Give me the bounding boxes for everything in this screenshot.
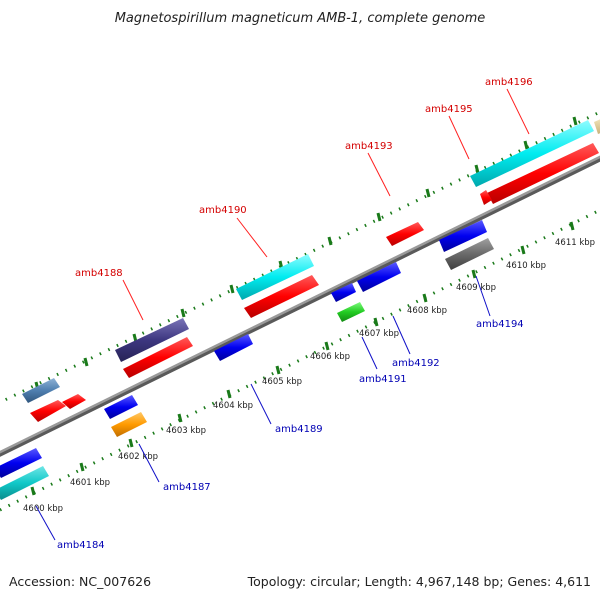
- gray-feature-amb4194[interactable]: [445, 238, 494, 270]
- red-arrow-amb4188[interactable]: [123, 337, 193, 378]
- outer-tick-track: [0, 110, 600, 404]
- kbp-label: 4608 kbp: [407, 306, 447, 316]
- gene-label-amb4188[interactable]: amb4188: [75, 268, 123, 279]
- accession-text: Accession: NC_007626: [9, 574, 151, 589]
- kbp-scale: 4600 kbp 4601 kbp 4602 kbp 4603 kbp 4604…: [23, 238, 595, 514]
- kbp-label: 4607 kbp: [359, 329, 399, 339]
- genome-backbone: [0, 155, 600, 454]
- kbp-label: 4603 kbp: [166, 426, 206, 436]
- gene-label-amb4190[interactable]: amb4190: [199, 205, 247, 216]
- green-feature-amb4191[interactable]: [337, 302, 365, 322]
- red-arrow-4601b[interactable]: [62, 394, 86, 409]
- gene-label-amb4184[interactable]: amb4184: [57, 540, 105, 551]
- blue-arrow-amb4191[interactable]: [331, 283, 356, 302]
- navy-feature-amb4188[interactable]: [115, 318, 189, 362]
- gene-label-amb4191[interactable]: amb4191: [359, 374, 407, 385]
- blue-arrow-amb4189[interactable]: [214, 334, 253, 361]
- gene-label-amb4195[interactable]: amb4195: [425, 104, 473, 115]
- gene-label-amb4189[interactable]: amb4189: [275, 424, 323, 435]
- tan-feature-edge[interactable]: [594, 118, 600, 134]
- topology-text: Topology: circular; Length: 4,967,148 bp…: [247, 574, 591, 589]
- red-arrow-amb4190[interactable]: [244, 275, 319, 318]
- steelblue-feature-4601[interactable]: [22, 378, 60, 403]
- inner-tick-track: [0, 208, 600, 512]
- blue-arrow-amb4194[interactable]: [439, 220, 487, 252]
- red-arrow-amb4195b[interactable]: [480, 190, 492, 205]
- teal-feature-amb4184[interactable]: [0, 466, 49, 500]
- gene-label-amb4193[interactable]: amb4193: [345, 141, 393, 152]
- gene-label-amb4196[interactable]: amb4196: [485, 77, 533, 88]
- kbp-label: 4604 kbp: [213, 401, 253, 411]
- gene-label-amb4187[interactable]: amb4187: [163, 482, 211, 493]
- kbp-label: 4602 kbp: [118, 452, 158, 462]
- kbp-label: 4611 kbp: [555, 238, 595, 248]
- kbp-label: 4610 kbp: [506, 261, 546, 271]
- gene-label-amb4194[interactable]: amb4194: [476, 319, 524, 330]
- blue-arrow-amb4184[interactable]: [0, 448, 42, 478]
- outer-callouts: [122, 88, 530, 321]
- cyan-feature-amb4196[interactable]: [470, 120, 594, 187]
- inner-callouts: [35, 275, 491, 541]
- genome-backbone-shadow: [0, 156, 600, 457]
- kbp-label: 4606 kbp: [310, 352, 350, 362]
- kbp-label: 4605 kbp: [262, 377, 302, 387]
- red-arrow-4601[interactable]: [30, 400, 66, 422]
- gene-label-amb4192[interactable]: amb4192: [392, 358, 440, 369]
- red-arrow-amb4193[interactable]: [386, 222, 424, 246]
- kbp-label: 4609 kbp: [456, 283, 496, 293]
- kbp-label: 4601 kbp: [70, 478, 110, 488]
- kbp-label: 4600 kbp: [23, 504, 63, 514]
- blue-arrow-amb4192[interactable]: [357, 262, 401, 292]
- map-title: Magnetospirillum magneticum AMB-1, compl…: [115, 11, 486, 26]
- red-arrow-amb4195[interactable]: [487, 143, 599, 204]
- cyan-feature-amb4190[interactable]: [236, 254, 314, 300]
- inner-major-ticks: [30, 221, 575, 496]
- orange-feature-amb4187[interactable]: [111, 412, 147, 437]
- blue-arrow-4602[interactable]: [104, 395, 138, 419]
